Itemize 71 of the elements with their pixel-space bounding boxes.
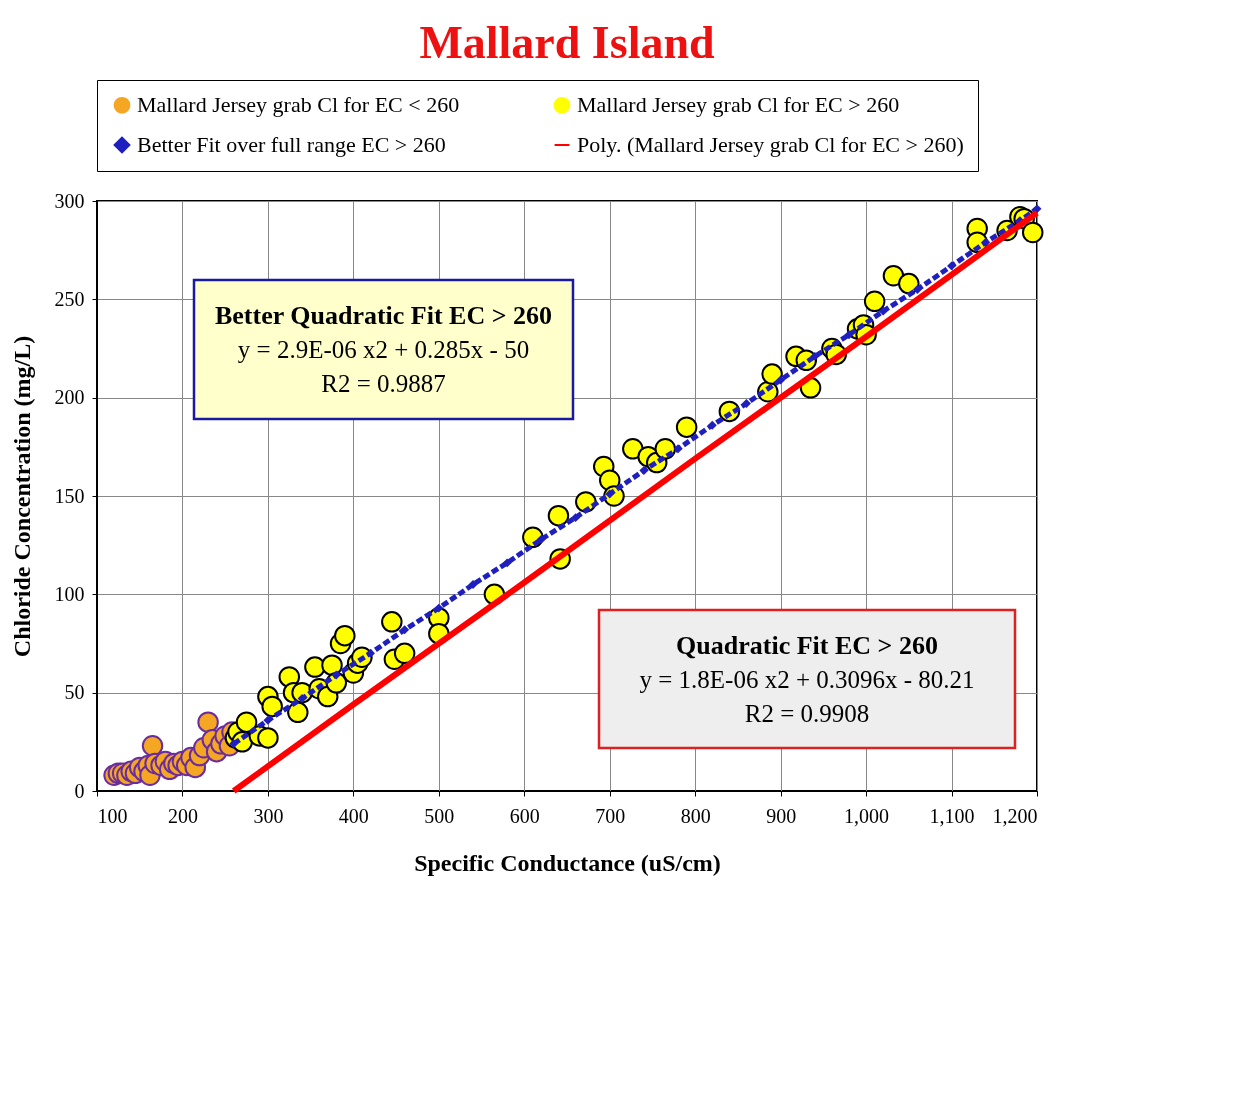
y-tick-label: 100 [54, 582, 85, 605]
point [810, 351, 820, 361]
point [1032, 204, 1042, 214]
point [434, 603, 444, 613]
point [321, 654, 343, 676]
point [622, 438, 644, 460]
point [400, 625, 410, 635]
point [882, 265, 905, 287]
y-tick-label: 150 [54, 484, 85, 507]
point [878, 306, 888, 316]
point [297, 694, 307, 704]
point [334, 624, 356, 647]
y-tick-label: 250 [54, 287, 85, 310]
point [707, 420, 717, 430]
point [981, 237, 991, 247]
point [741, 399, 751, 409]
point [304, 656, 326, 678]
y-axis-title: Chloride Concentration (mg/L) [8, 335, 35, 658]
x-tick-label: 200 [167, 804, 198, 827]
x-tick-label: 700 [595, 804, 626, 827]
point [365, 648, 375, 658]
legend-label: Better Fit over full range EC > 260 [137, 132, 446, 157]
x-tick-label: 400 [338, 804, 369, 827]
x-tick-label: 500 [424, 804, 455, 827]
x-tick-label: 1,200 [992, 804, 1038, 827]
x-tick-label: 900 [766, 804, 797, 827]
point [639, 465, 649, 475]
annotation: y = 2.9E-06 x2 + 0.285x - 50 [237, 336, 530, 363]
x-tick-label: 100 [97, 804, 128, 827]
point [263, 715, 273, 725]
point [844, 330, 854, 340]
annotation: y = 1.8E-06 x2 + 0.3096x - 80.21 [639, 666, 975, 693]
point [502, 558, 512, 568]
x-tick-label: 800 [680, 804, 711, 827]
point [673, 444, 683, 454]
point [761, 363, 783, 385]
x-tick-label: 300 [253, 804, 284, 827]
point [381, 611, 403, 633]
x-tick-label: 600 [509, 804, 540, 827]
legend-label: Mallard Jersey grab Cl for EC > 260 [577, 92, 900, 118]
y-tick-label: 300 [54, 189, 85, 212]
point [547, 504, 570, 527]
y-tick-label: 0 [74, 779, 85, 802]
point [331, 670, 341, 680]
point [257, 727, 279, 749]
point [776, 375, 786, 385]
annotation: Better Quadratic Fit EC > 260 [214, 301, 553, 330]
point [287, 701, 309, 724]
annotation: R2 = 0.9887 [321, 370, 446, 397]
legend-label: Poly. (Mallard Jersey grab Cl for EC > 260) [577, 132, 964, 157]
point [912, 285, 922, 294]
y-tick-label: 200 [54, 386, 85, 409]
point [197, 711, 219, 733]
point [675, 416, 698, 438]
point [571, 513, 581, 523]
point [536, 534, 546, 544]
chart-title: Mallard Island [419, 16, 716, 68]
point [947, 261, 957, 271]
legend-label: Mallard Jersey grab Cl for EC < 260 [137, 92, 460, 118]
point [863, 290, 886, 313]
point [141, 735, 164, 757]
point [235, 711, 258, 733]
point [261, 695, 283, 718]
annotation: Quadratic Fit EC > 260 [676, 631, 938, 660]
x-axis-title: Specific Conductance (uS/cm) [414, 849, 721, 876]
annotation: R2 = 0.9908 [744, 700, 870, 727]
point [393, 642, 416, 665]
x-tick-label: 1,000 [844, 804, 890, 827]
x-tick-label: 1,100 [929, 804, 975, 827]
point [1021, 221, 1044, 244]
y-tick-label: 50 [64, 681, 85, 704]
